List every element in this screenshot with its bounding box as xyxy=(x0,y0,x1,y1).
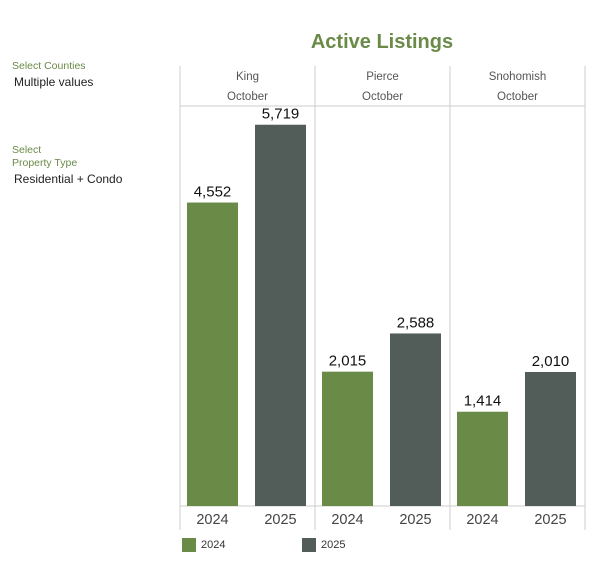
legend-swatch-2025 xyxy=(302,538,316,552)
bar-snohomish-2025 xyxy=(525,372,576,506)
county-header-pierce: Pierce xyxy=(366,71,399,83)
x-tick-label: 2024 xyxy=(331,512,363,528)
data-label: 2,015 xyxy=(329,353,367,370)
data-label: 4,552 xyxy=(194,184,232,201)
legend-label-2025: 2025 xyxy=(321,539,346,551)
x-tick-label: 2024 xyxy=(196,512,228,528)
data-label: 1,414 xyxy=(464,393,502,410)
month-header: October xyxy=(362,91,403,103)
select-property-type-label-line1: Select xyxy=(12,144,42,156)
month-header: October xyxy=(497,91,538,103)
data-label: 2,010 xyxy=(532,353,570,370)
bar-pierce-2025 xyxy=(390,333,441,506)
x-tick-label: 2025 xyxy=(399,512,431,528)
bar-snohomish-2024 xyxy=(457,411,508,506)
select-property-type-label-line2: Property Type xyxy=(12,157,78,169)
select-counties-label: Select Counties xyxy=(12,60,86,72)
legend-label-2024: 2024 xyxy=(201,539,226,551)
x-tick-label: 2025 xyxy=(534,512,566,528)
bar-king-2025 xyxy=(255,124,306,506)
month-header: October xyxy=(227,91,268,103)
x-tick-label: 2024 xyxy=(466,512,498,528)
data-label: 5,719 xyxy=(262,106,300,123)
x-tick-label: 2025 xyxy=(264,512,296,528)
bar-pierce-2024 xyxy=(322,371,373,506)
chart-title: Active Listings xyxy=(310,31,454,53)
county-header-snohomish: Snohomish xyxy=(489,71,547,83)
county-header-king: King xyxy=(236,71,259,83)
legend-swatch-2024 xyxy=(182,538,196,552)
counties-filter-value[interactable]: Multiple values xyxy=(14,75,94,89)
data-label: 2,588 xyxy=(397,314,435,331)
bar-king-2024 xyxy=(187,202,238,507)
property-type-filter-value[interactable]: Residential + Condo xyxy=(14,172,123,186)
